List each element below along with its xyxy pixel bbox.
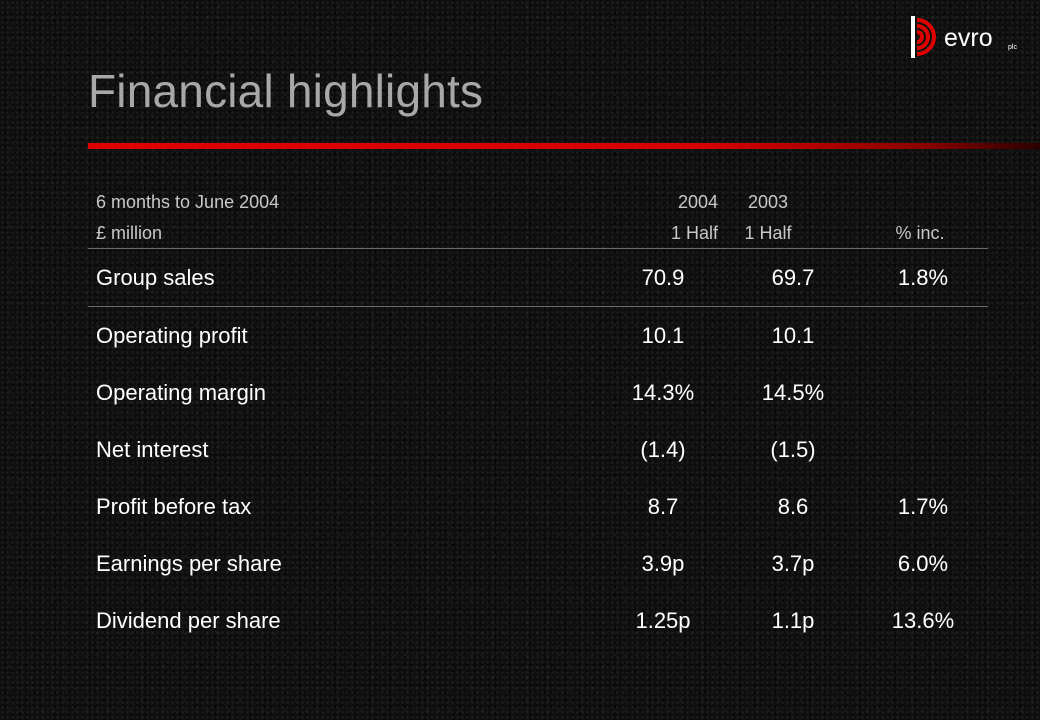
header-2003-period: 1 Half [744,223,792,243]
row-value-2004: 1.25p [635,608,691,633]
devro-logo-mark-icon [911,16,936,58]
header-2004-year: 2004 [677,192,718,212]
header-2004-period: 1 Half [670,223,718,243]
row-value-2003: (1.5) [770,437,816,462]
financial-highlights-table: 6 months to June 2004 £ million 2004 1 H… [88,190,988,649]
row-label: Earnings per share [96,551,282,576]
logo-suffix: plc [1008,44,1017,51]
table-row-net-interest: Net interest (1.4) (1.5) [88,421,988,478]
row-value-2003: 69.7 [771,265,815,290]
row-value-2004: 3.9p [641,551,685,576]
row-value-2004: (1.4) [640,437,686,462]
header-2003-column: 2003 1 Half [688,187,848,249]
row-value-2003: 10.1 [771,323,815,348]
row-value-pct: 1.8% [897,265,949,290]
table-row-operating-margin: Operating margin 14.3% 14.5% [88,364,988,421]
row-value-2004: 10.1 [641,323,685,348]
logo-wordmark: evro [944,24,993,52]
table-row-group-sales: Group sales 70.9 69.7 1.8% [88,249,988,307]
company-logo: evro plc [910,14,1030,60]
table-row-dividend-per-share: Dividend per share 1.25p 1.1p 13.6% [88,592,988,649]
row-label: Dividend per share [96,608,281,633]
header-pct-column: % inc. [860,187,980,249]
table-row-profit-before-tax: Profit before tax 8.7 8.6 1.7% [88,478,988,535]
header-2004-column: 2004 1 Half [588,187,718,249]
row-value-pct: 13.6% [891,608,955,633]
row-value-2003: 3.7p [771,551,815,576]
row-value-2004: 8.7 [647,494,679,519]
row-label: Profit before tax [96,494,252,519]
row-value-2003: 14.5% [761,380,825,405]
table-row-operating-profit: Operating profit 10.1 10.1 [88,307,988,364]
row-label: Group sales [96,265,215,290]
table-row-earnings-per-share: Earnings per share 3.9p 3.7p 6.0% [88,535,988,592]
row-label: Operating margin [96,380,266,405]
page-title: Financial highlights [88,65,484,117]
header-2003-year: 2003 [747,192,789,212]
title-underline-bar [88,143,1040,149]
header-pct-label: % inc. [895,223,945,243]
row-label: Operating profit [96,323,248,348]
header-period: 6 months to June 2004 [96,192,280,212]
row-value-2004: 14.3% [631,380,695,405]
row-value-2003: 8.6 [777,494,809,519]
row-value-pct: 1.7% [897,494,949,519]
row-value-2003: 1.1p [771,608,815,633]
table-header: 6 months to June 2004 £ million 2004 1 H… [88,190,988,249]
row-value-2004: 70.9 [641,265,685,290]
row-value-pct: 6.0% [897,551,949,576]
header-label-column: 6 months to June 2004 £ million [96,187,416,249]
row-label: Net interest [96,437,209,462]
header-unit: £ million [96,223,163,243]
